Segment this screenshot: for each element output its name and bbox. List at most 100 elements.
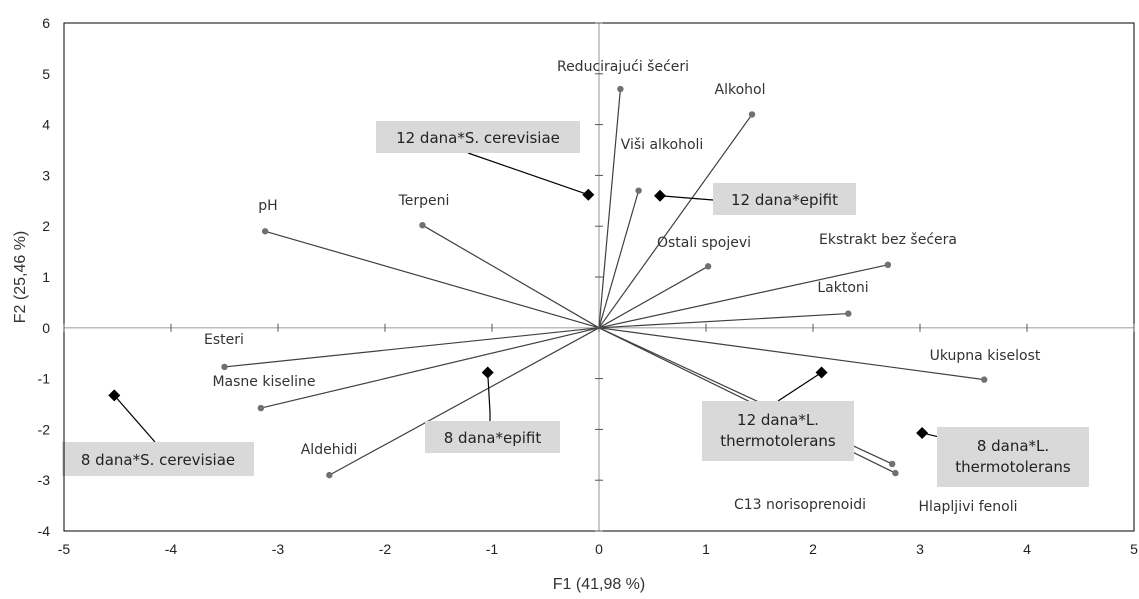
observation-label-line: 12 dana*L. xyxy=(737,411,819,429)
x-tick-label: -1 xyxy=(486,541,499,557)
observation-labels: 12 dana*S. cerevisiae 12 dana*epifit 8 dan… xyxy=(62,121,1089,487)
x-axis-title: F1 (41,98 %) xyxy=(553,576,645,593)
observation-label-8-dana-s-cerevisiae: 8 dana*S. cerevisiae xyxy=(81,451,235,469)
variable-label-hlapljivi-fenoli: Hlapljivi fenoli xyxy=(919,499,1018,515)
variable-label-reduciraju-i-e-eri: Reducirajući šećeri xyxy=(557,59,689,75)
observation-point-8-dana-epifit xyxy=(481,366,494,379)
variable-point-ph xyxy=(261,228,269,235)
y-axis-ticks: -4 -3 -2 -1 0 1 2 3 4 5 6 xyxy=(38,15,603,539)
observation-label-line: thermotolerans xyxy=(720,432,836,450)
y-axis-title: F2 (25,46 %) xyxy=(12,231,29,323)
variable-vector-reduciraju-i-e-eri xyxy=(598,88,621,328)
variable-label-ekstrakt-bez-e-era: Ekstrakt bez šećera xyxy=(819,232,957,248)
y-tick-label: 5 xyxy=(42,66,50,82)
variable-points xyxy=(221,85,988,479)
variable-vector-laktoni xyxy=(598,312,849,329)
observation-label-box-8-dana-s-cerevisiae xyxy=(62,442,254,476)
x-tick-label: 4 xyxy=(1023,541,1031,557)
x-tick-label: -3 xyxy=(272,541,285,557)
observation-connector-12-dana-epifit xyxy=(659,195,714,201)
variable-label-terpeni: Terpeni xyxy=(398,193,450,209)
variable-label-ph: pH xyxy=(258,198,277,214)
variable-label-ukupna-kiselost: Ukupna kiselost xyxy=(930,348,1041,364)
variable-vector-terpeni xyxy=(422,224,600,329)
observation-label-box-12-dana-epifit xyxy=(713,183,856,215)
variable-point-ekstrakt-bez-e-era xyxy=(884,261,892,269)
y-tick-label: -1 xyxy=(38,371,51,387)
variable-point-vi-i-alkoholi xyxy=(635,187,642,194)
variable-label-laktoni: Laktoni xyxy=(817,280,868,296)
y-tick-label: 4 xyxy=(42,117,50,133)
variable-point-c13-norisoprenoidi xyxy=(888,460,896,468)
variable-point-reduciraju-i-e-eri xyxy=(617,85,624,93)
x-tick-label: 5 xyxy=(1130,541,1138,557)
observation-label-box-12-dana-s-cerevisiae xyxy=(376,121,580,153)
variable-label-alkohol: Alkohol xyxy=(715,82,766,98)
observation-label-8-dana-l-thermotolerans: 8 dana*L. thermotolerans xyxy=(955,437,1071,476)
variable-point-alkohol xyxy=(748,111,756,118)
observation-label-box-12-dana-l-thermotolerans xyxy=(702,401,854,461)
observation-point-12-dana-epifit xyxy=(653,189,666,202)
x-axis-ticks: -5 -4 -3 -2 -1 0 1 2 3 4 5 xyxy=(58,323,1138,557)
x-tick-label: 1 xyxy=(702,541,710,557)
observation-label-12-dana-epifit: 12 dana*epifit xyxy=(731,191,838,209)
observation-label-line: thermotolerans xyxy=(955,458,1071,476)
x-tick-label: -2 xyxy=(379,541,392,557)
variable-vector-ukupna-kiselost xyxy=(598,327,985,381)
observation-points xyxy=(108,188,929,439)
variable-point-laktoni xyxy=(845,310,852,317)
observation-label-12-dana-s-cerevisiae: 12 dana*S. cerevisiae xyxy=(396,129,560,147)
variable-vector-alkohol xyxy=(598,114,753,329)
variable-vector-ostali-spojevi xyxy=(598,265,709,329)
variable-point-ukupna-kiselost xyxy=(981,376,988,383)
variable-label-ostali-spojevi: Ostali spojevi xyxy=(657,235,751,251)
y-tick-label: 1 xyxy=(42,269,50,285)
observation-point-12-dana-s-cerevisiae xyxy=(582,188,595,201)
observation-label-8-dana-epifit: 8 dana*epifit xyxy=(444,429,542,447)
variable-label-vi-i-alkoholi: Viši alkoholi xyxy=(621,137,704,153)
variable-label-esteri: Esteri xyxy=(204,332,244,348)
observation-label-box-8-dana-l-thermotolerans xyxy=(937,427,1089,487)
variable-point-esteri xyxy=(221,363,228,371)
variable-point-hlapljivi-fenoli xyxy=(892,469,899,477)
observation-point-12-dana-l-thermotolerans xyxy=(815,366,828,379)
variable-vector-masne-kiseline xyxy=(260,327,600,409)
variable-label-aldehidi: Aldehidi xyxy=(301,442,358,458)
variable-label-masne-kiseline: Masne kiseline xyxy=(212,374,315,390)
variable-labels: Reducirajući šećeri Alkohol Viši alkoholi p… xyxy=(204,59,1041,515)
y-tick-label: 6 xyxy=(42,15,50,31)
variable-lines xyxy=(224,88,985,476)
x-tick-label: 0 xyxy=(595,541,603,557)
observation-label-box-8-dana-epifit xyxy=(425,421,560,453)
observation-label-12-dana-l-thermotolerans: 12 dana*L. thermotolerans xyxy=(720,411,836,450)
variable-vector-aldehidi xyxy=(329,327,600,476)
x-tick-label: -5 xyxy=(58,541,71,557)
y-tick-label: 3 xyxy=(42,167,50,183)
variable-vector-esteri xyxy=(224,327,600,368)
variable-point-terpeni xyxy=(419,221,426,229)
observation-connector-8-dana-epifit xyxy=(487,372,491,421)
x-tick-label: 2 xyxy=(809,541,817,557)
variable-point-ostali-spojevi xyxy=(704,263,712,270)
y-tick-label: -2 xyxy=(38,421,51,437)
variable-point-aldehidi xyxy=(326,471,333,479)
observation-connector-12-dana-s-cerevisiae xyxy=(467,152,589,196)
x-tick-label: 3 xyxy=(916,541,924,557)
y-tick-label: 0 xyxy=(42,320,50,336)
observation-label-line: 8 dana*L. xyxy=(977,437,1049,455)
y-tick-label: -3 xyxy=(38,472,51,488)
observation-point-8-dana-s-cerevisiae xyxy=(108,389,121,402)
y-tick-label: 2 xyxy=(42,218,50,234)
variable-label-c13-norisoprenoidi: C13 norisoprenoidi xyxy=(734,497,866,513)
observation-point-8-dana-l-thermotolerans xyxy=(916,426,929,439)
y-tick-label: -4 xyxy=(38,523,51,539)
observation-connector-8-dana-s-cerevisiae xyxy=(113,394,156,443)
variable-vector-ekstrakt-bez-e-era xyxy=(598,264,889,329)
variable-vector-ph xyxy=(264,230,600,329)
variable-vector-vi-i-alkoholi xyxy=(598,190,640,328)
x-tick-label: -4 xyxy=(165,541,178,557)
observation-connector-12-dana-l-thermotolerans xyxy=(777,372,822,402)
variable-point-masne-kiseline xyxy=(257,404,265,412)
